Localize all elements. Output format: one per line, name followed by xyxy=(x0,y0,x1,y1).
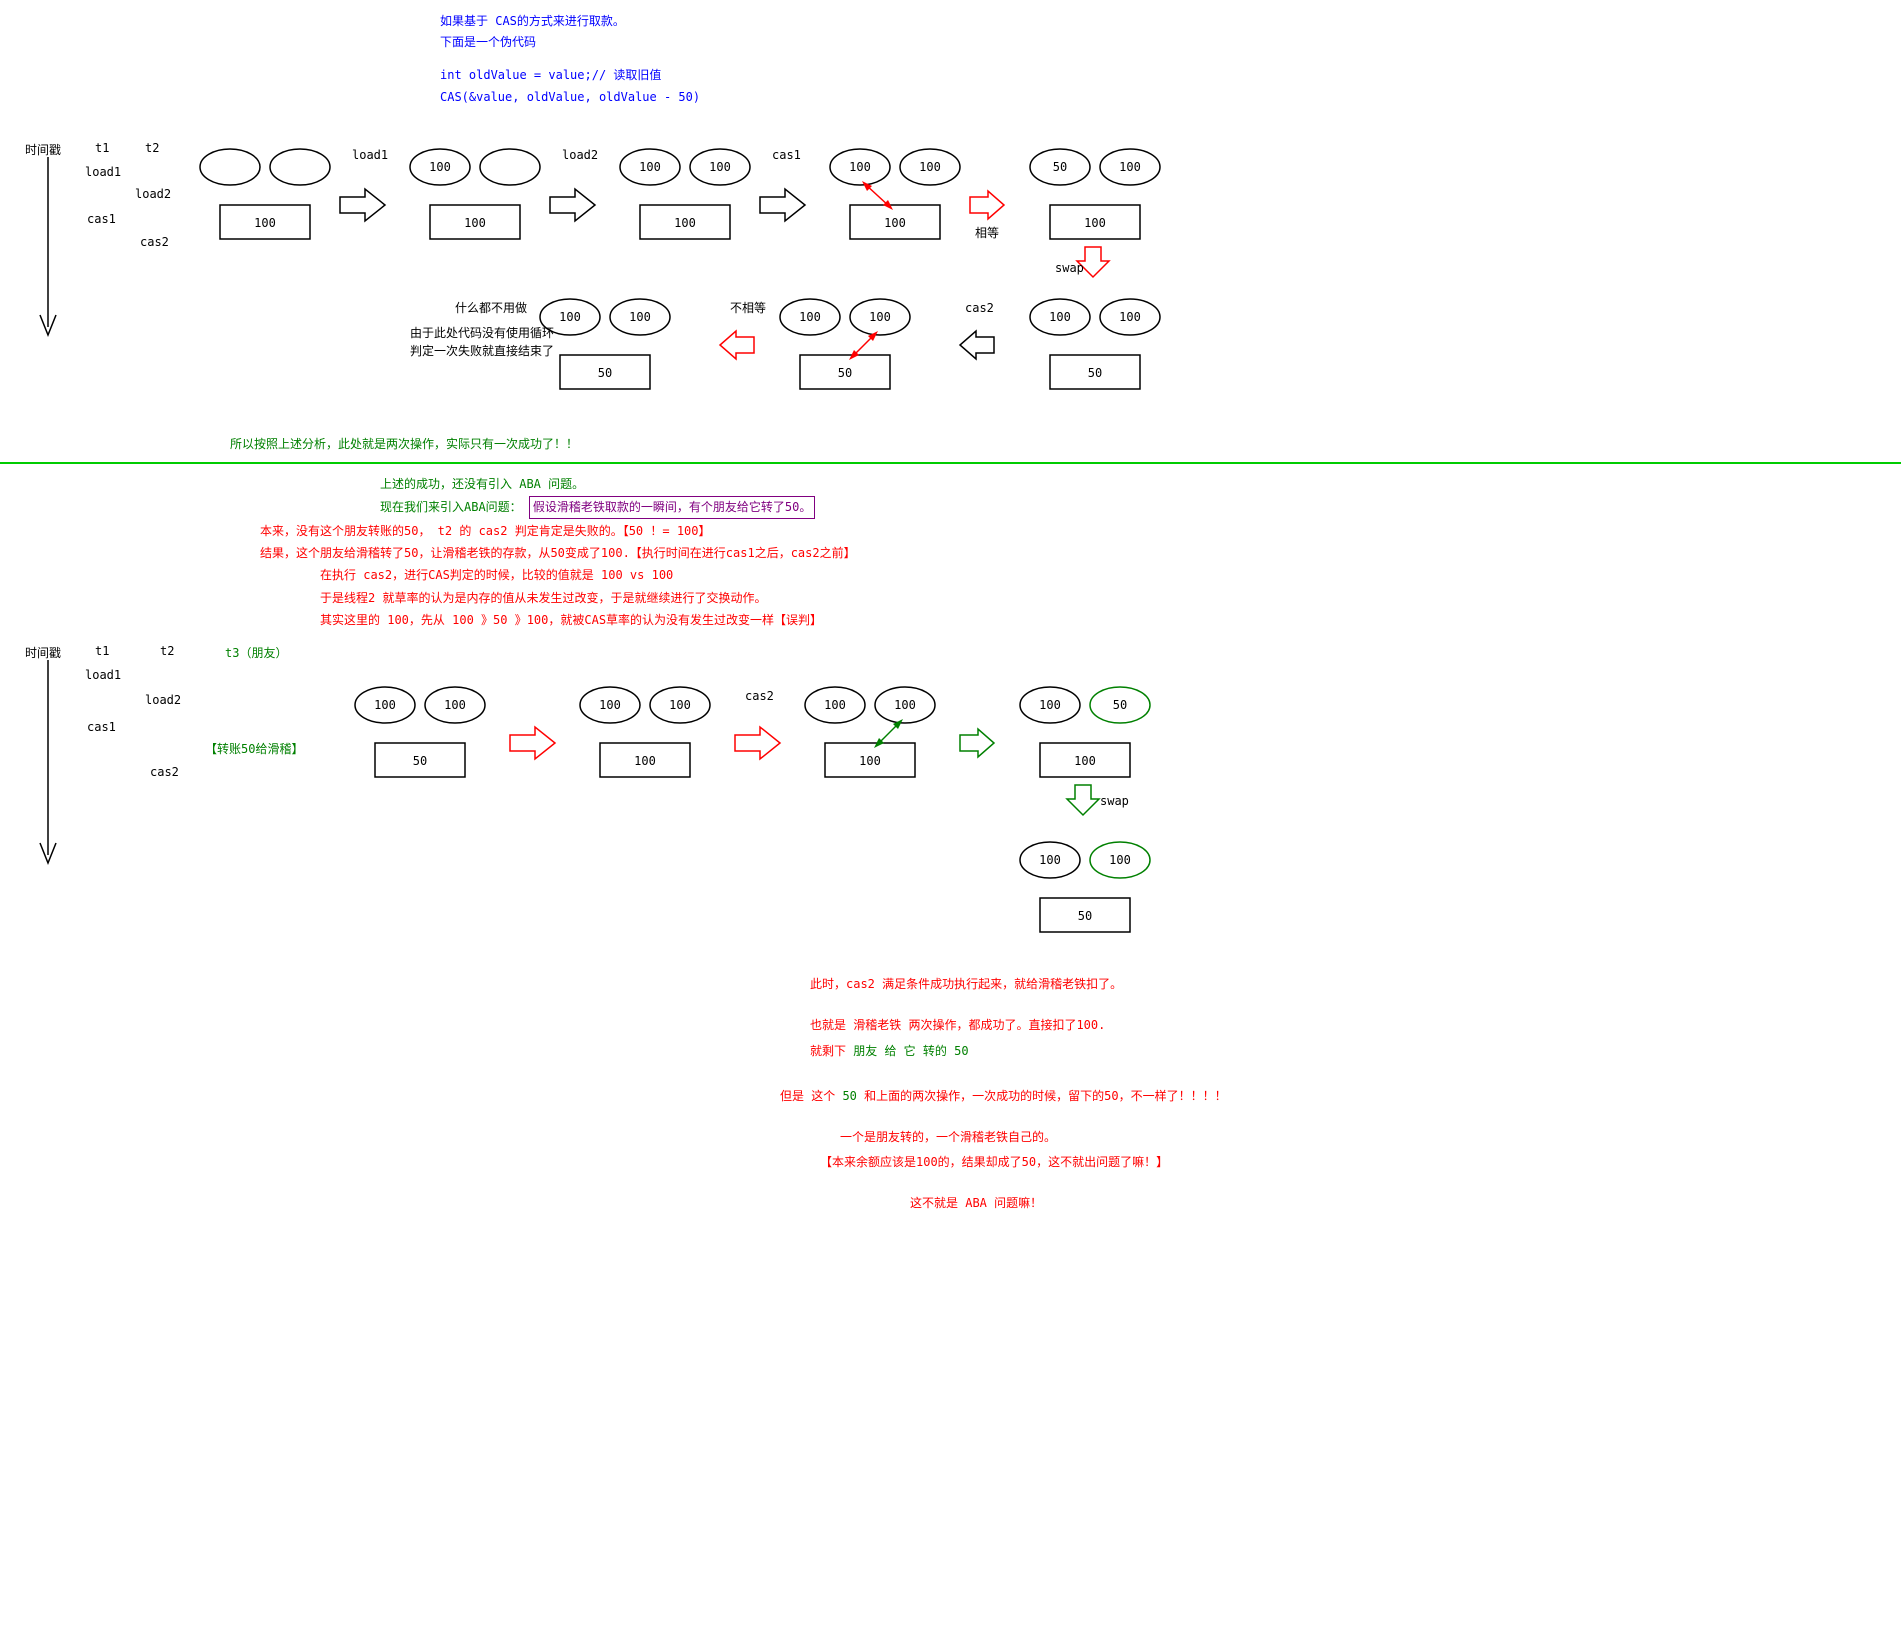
sD-e2: 100 xyxy=(919,160,941,174)
sF-rect: 50 xyxy=(1088,366,1102,380)
s2A-e1: 100 xyxy=(374,698,396,712)
intro-l3: int oldValue = value;// 读取旧值 xyxy=(440,66,1901,85)
s2D-swap: swap xyxy=(1100,794,1129,808)
sB-e1: 100 xyxy=(429,160,451,174)
stage1-svg: 100 load1 100 100 load2 100 100 100 cas1 xyxy=(0,137,1400,417)
analysis1: 所以按照上述分析，此处就是两次操作，实际只有一次成功了！！ xyxy=(230,435,1901,452)
s2C-e1: 100 xyxy=(824,698,846,712)
s2A-rect: 50 xyxy=(413,754,427,768)
timeline1-block: 时间戳 t1 t2 load1 load2 cas1 cas2 100 load… xyxy=(0,137,1901,417)
intro-l4: CAS(&value, oldValue, oldValue - 50) xyxy=(440,88,1901,107)
timeline2-block: 时间戳 t1 t2 t3（朋友） load1 load2 cas1 【转账50给… xyxy=(0,640,1901,1200)
s2B-e1: 100 xyxy=(599,698,621,712)
sF-label: cas2 xyxy=(965,301,994,315)
s2D-e2: 50 xyxy=(1113,698,1127,712)
s2E-rect: 50 xyxy=(1078,909,1092,923)
sB-rect: 100 xyxy=(464,216,486,230)
s2E-e2: 100 xyxy=(1109,853,1131,867)
sE-swap: swap xyxy=(1055,261,1084,275)
sD-rect: 100 xyxy=(884,216,906,230)
s2B-e2: 100 xyxy=(669,698,691,712)
intro-text: 如果基于 CAS的方式来进行取款。 下面是一个伪代码 int oldValue … xyxy=(440,12,1901,107)
sH-nothing: 什么都不用做 xyxy=(455,300,527,315)
sC-rect: 100 xyxy=(674,216,696,230)
sG-e2: 100 xyxy=(869,310,891,324)
sH-e2: 100 xyxy=(629,310,651,324)
aba-l5: 在执行 cas2，进行CAS判定的时候，比较的值就是 100 vs 100 xyxy=(320,565,1901,585)
sD-equal: 相等 xyxy=(975,226,999,240)
intro-l2: 下面是一个伪代码 xyxy=(440,33,1901,52)
sG-rect: 50 xyxy=(838,366,852,380)
sF-e1: 100 xyxy=(1049,310,1071,324)
aba-l3: 本来，没有这个朋友转账的50， t2 的 cas2 判定肯定是失败的。【50 ！… xyxy=(260,521,1901,541)
s2C-rect: 100 xyxy=(859,754,881,768)
sA-label: load1 xyxy=(352,148,388,162)
s2D-rect: 100 xyxy=(1074,754,1096,768)
sC-e1: 100 xyxy=(639,160,661,174)
sE-e2: 100 xyxy=(1119,160,1141,174)
sH-note1: 由于此处代码没有使用循环 xyxy=(410,325,554,340)
aba-intro2: 本来，没有这个朋友转账的50， t2 的 cas2 判定肯定是失败的。【50 ！… xyxy=(260,521,1901,631)
sE-rect: 100 xyxy=(1084,216,1106,230)
sC-label: cas1 xyxy=(772,148,801,162)
section-divider xyxy=(0,462,1901,464)
sF-e2: 100 xyxy=(1119,310,1141,324)
aba-l6: 于是线程2 就草率的认为是内存的值从未发生过改变，于是就继续进行了交换动作。 xyxy=(320,588,1901,608)
aba-l4: 结果，这个朋友给滑稽转了50，让滑稽老铁的存款，从50变成了100.【执行时间在… xyxy=(260,543,1901,563)
s2B-label: cas2 xyxy=(745,689,774,703)
stage2-svg: 100 100 50 100 100 100 cas2 100 10 xyxy=(0,640,1300,1200)
aba-l2: 现在我们来引入ABA问题： 假设滑稽老铁取款的一瞬间，有个朋友给它转了50。 xyxy=(380,496,1901,518)
intro-l1: 如果基于 CAS的方式来进行取款。 xyxy=(440,12,1901,31)
sA-rect: 100 xyxy=(254,216,276,230)
aba-l2a: 现在我们来引入ABA问题： xyxy=(380,500,522,514)
sH-note2: 判定一次失败就直接结束了 xyxy=(410,343,554,358)
sC-e2: 100 xyxy=(709,160,731,174)
s2E-e1: 100 xyxy=(1039,853,1061,867)
sG-neq: 不相等 xyxy=(730,301,766,315)
sG-e1: 100 xyxy=(799,310,821,324)
aba-intro: 上述的成功，还没有引入 ABA 问题。 现在我们来引入ABA问题： 假设滑稽老铁… xyxy=(380,474,1901,519)
aba-l7: 其实这里的 100，先从 100 》50 》100，就被CAS草率的认为没有发生… xyxy=(320,610,1901,630)
s2B-rect: 100 xyxy=(634,754,656,768)
aba-l1: 上述的成功，还没有引入 ABA 问题。 xyxy=(380,474,1901,494)
sD-e1: 100 xyxy=(849,160,871,174)
sE-e1: 50 xyxy=(1053,160,1067,174)
sH-rect: 50 xyxy=(598,366,612,380)
s2C-e2: 100 xyxy=(894,698,916,712)
sB-label: load2 xyxy=(562,148,598,162)
s2D-e1: 100 xyxy=(1039,698,1061,712)
sH-e1: 100 xyxy=(559,310,581,324)
intro-section: 如果基于 CAS的方式来进行取款。 下面是一个伪代码 int oldValue … xyxy=(0,0,1901,107)
aba-l2b: 假设滑稽老铁取款的一瞬间，有个朋友给它转了50。 xyxy=(529,496,815,518)
s2A-e2: 100 xyxy=(444,698,466,712)
